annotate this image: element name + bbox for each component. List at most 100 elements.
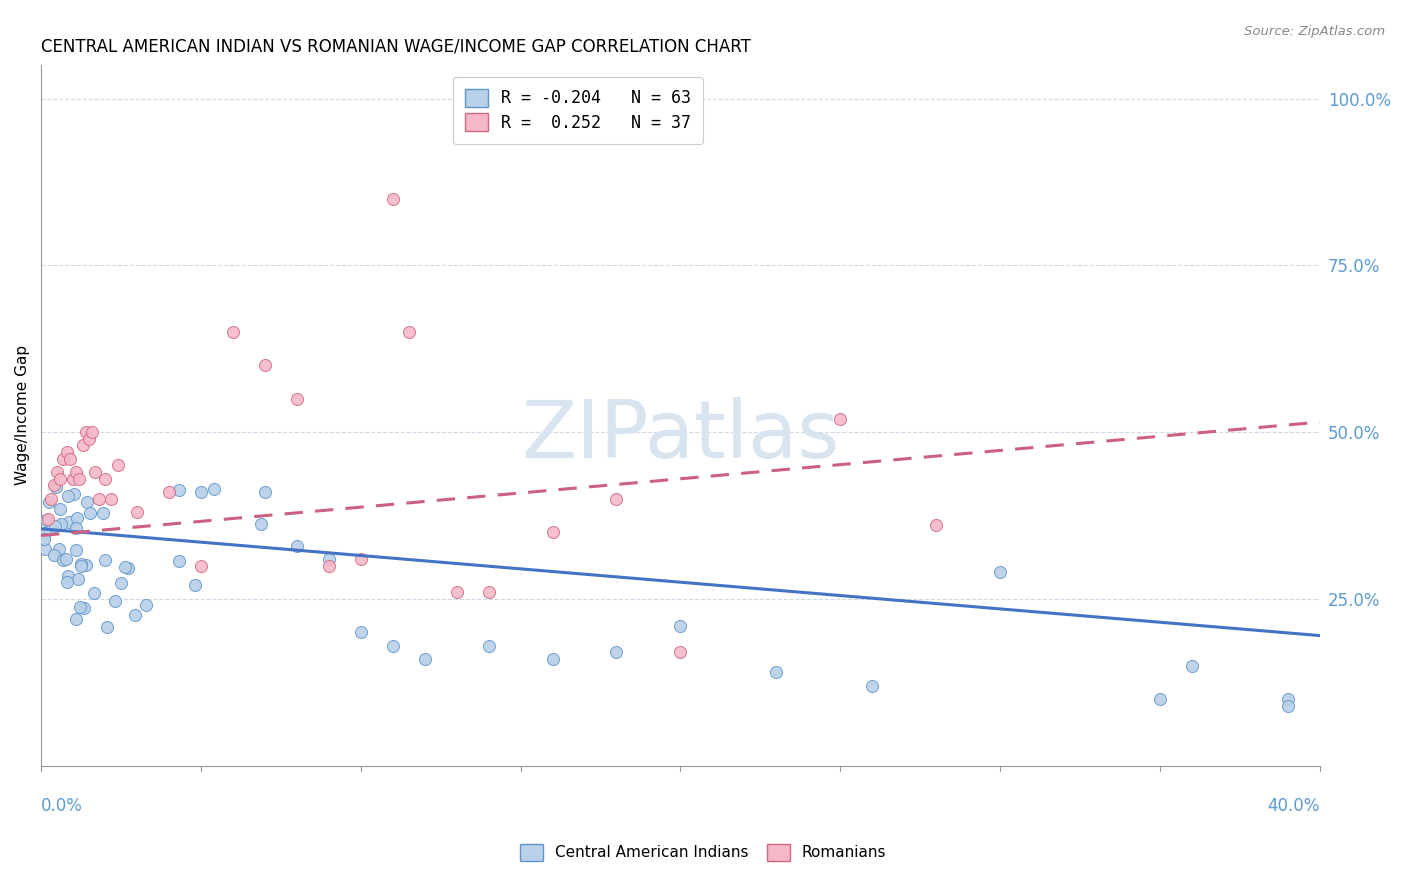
Point [605, 645, 627, 659]
Point [49, 516, 72, 531]
Point [34, 513, 56, 527]
Point [49, 472, 72, 486]
Point [62, 472, 84, 486]
Point [202, 483, 225, 497]
Point [37, 512, 59, 526]
Point [66, 511, 89, 525]
Point [1149, 692, 1171, 706]
Point [70, 558, 93, 572]
Point [58, 516, 80, 530]
Point [830, 411, 852, 425]
Point [104, 594, 127, 608]
Point [925, 518, 948, 533]
Point [117, 560, 139, 574]
Point [350, 552, 373, 566]
Point [70, 558, 93, 573]
Point [69, 472, 91, 486]
Point [44, 518, 66, 533]
Point [190, 485, 212, 500]
Point [184, 578, 207, 592]
Point [59, 451, 82, 466]
Point [381, 639, 404, 653]
Point [190, 558, 212, 573]
Point [350, 625, 373, 640]
Point [167, 553, 190, 567]
Point [65, 612, 87, 626]
Point [39, 491, 62, 506]
Point [48, 542, 70, 557]
Text: 0.0%: 0.0% [41, 797, 83, 815]
Point [67, 572, 90, 586]
Point [222, 325, 245, 339]
Point [988, 565, 1011, 579]
Point [82, 425, 104, 439]
Point [541, 525, 564, 540]
Point [56, 569, 79, 583]
Point [75, 425, 97, 439]
Point [77, 432, 100, 446]
Point [72, 438, 94, 452]
Point [84, 465, 107, 479]
Point [318, 552, 340, 566]
Point [860, 679, 883, 693]
Point [541, 652, 564, 666]
Point [398, 325, 420, 339]
Point [94, 472, 117, 486]
Point [65, 520, 87, 534]
Text: 40.0%: 40.0% [1267, 797, 1320, 815]
Point [110, 575, 132, 590]
Point [91, 506, 114, 520]
Point [125, 505, 148, 519]
Point [69, 599, 91, 614]
Point [87, 491, 110, 506]
Point [114, 560, 136, 574]
Point [38, 495, 60, 509]
Point [96, 620, 118, 634]
Point [55, 445, 77, 459]
Point [285, 539, 308, 553]
Point [135, 598, 157, 612]
Point [765, 665, 787, 680]
Point [63, 486, 86, 500]
Point [73, 600, 96, 615]
Point [285, 392, 308, 406]
Point [93, 552, 115, 566]
Point [413, 652, 436, 666]
Legend: R = -0.204   N = 63, R =  0.252   N = 37: R = -0.204 N = 63, R = 0.252 N = 37 [453, 77, 703, 144]
Point [52, 451, 75, 466]
Point [55, 551, 77, 566]
Point [478, 585, 501, 599]
Point [381, 192, 404, 206]
Point [52, 553, 75, 567]
Point [44, 548, 66, 562]
Point [65, 543, 87, 558]
Point [56, 489, 79, 503]
Point [1277, 692, 1299, 706]
Point [76, 495, 98, 509]
Point [34, 541, 56, 556]
Point [478, 639, 501, 653]
Text: ZIPatlas: ZIPatlas [522, 398, 839, 475]
Point [34, 525, 56, 540]
Point [1181, 658, 1204, 673]
Point [157, 485, 180, 500]
Point [669, 645, 692, 659]
Legend: Central American Indians, Romanians: Central American Indians, Romanians [512, 837, 894, 868]
Text: Source: ZipAtlas.com: Source: ZipAtlas.com [1244, 25, 1385, 38]
Point [75, 558, 97, 572]
Point [79, 507, 101, 521]
Point [1277, 698, 1299, 713]
Point [56, 575, 79, 590]
Point [253, 485, 276, 500]
Point [249, 516, 271, 531]
Point [100, 491, 122, 506]
Point [169, 483, 191, 497]
Point [605, 491, 627, 506]
Point [446, 585, 468, 599]
Point [669, 618, 692, 632]
Point [46, 465, 69, 479]
Y-axis label: Wage/Income Gap: Wage/Income Gap [15, 345, 30, 485]
Point [48, 502, 70, 516]
Point [45, 480, 67, 494]
Point [34, 532, 56, 546]
